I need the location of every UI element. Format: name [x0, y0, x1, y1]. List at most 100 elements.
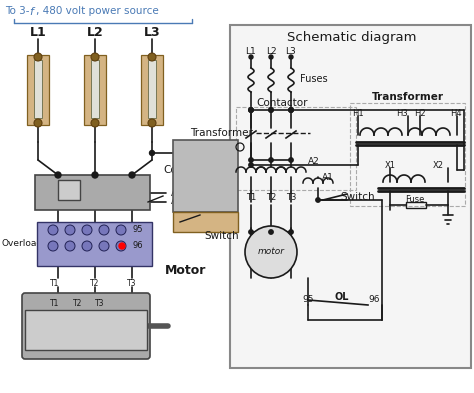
Text: 96: 96: [133, 242, 143, 250]
Text: , 480 volt power source: , 480 volt power source: [36, 6, 159, 16]
Text: Transformer: Transformer: [191, 128, 254, 138]
Text: X2: X2: [432, 160, 444, 169]
Bar: [35, 175, 150, 210]
Bar: [91, 60, 99, 118]
Circle shape: [245, 226, 297, 278]
Bar: [84, 55, 106, 125]
Bar: [230, 25, 471, 368]
Circle shape: [48, 241, 58, 251]
Bar: [173, 140, 238, 212]
Circle shape: [289, 108, 293, 112]
Text: Switch: Switch: [173, 205, 207, 215]
Text: Switch: Switch: [205, 231, 239, 241]
Text: To 3-: To 3-: [5, 6, 29, 16]
Circle shape: [34, 119, 42, 127]
Text: T1: T1: [50, 279, 60, 288]
Text: X1: X1: [384, 160, 395, 169]
Circle shape: [289, 108, 293, 112]
Circle shape: [289, 158, 293, 162]
Circle shape: [99, 225, 109, 235]
Text: OL: OL: [335, 292, 349, 302]
Text: H1: H1: [352, 108, 364, 118]
Text: L3: L3: [286, 46, 296, 55]
Circle shape: [289, 108, 293, 112]
Text: 96: 96: [368, 296, 380, 305]
Bar: [406, 202, 426, 208]
Circle shape: [289, 55, 293, 59]
Text: A1: A1: [322, 173, 334, 182]
Text: $\it{f}$: $\it{f}$: [29, 5, 36, 17]
Text: Contactor: Contactor: [256, 98, 308, 108]
Circle shape: [249, 108, 253, 112]
Text: A2: A2: [308, 158, 320, 167]
Circle shape: [91, 53, 99, 61]
Circle shape: [249, 158, 253, 162]
Circle shape: [249, 230, 253, 234]
Circle shape: [82, 225, 92, 235]
Text: Fuse: Fuse: [405, 195, 425, 204]
Circle shape: [269, 158, 273, 162]
Circle shape: [148, 119, 156, 127]
Text: L3: L3: [144, 26, 160, 39]
Text: Switch: Switch: [341, 192, 375, 202]
Circle shape: [149, 151, 155, 156]
Text: Transformer: Transformer: [372, 92, 444, 102]
Bar: [25, 310, 147, 350]
Bar: [141, 55, 163, 125]
Circle shape: [249, 108, 253, 112]
Text: A1: A1: [171, 189, 183, 198]
Text: T2: T2: [73, 299, 82, 307]
Circle shape: [34, 53, 42, 61]
Text: T3: T3: [95, 299, 105, 307]
Text: 95: 95: [133, 224, 143, 233]
Text: T2: T2: [266, 193, 276, 202]
Text: H3: H3: [396, 108, 408, 118]
Circle shape: [249, 163, 253, 167]
Text: T1: T1: [246, 193, 256, 202]
Text: L1: L1: [29, 26, 46, 39]
Bar: [34, 60, 42, 118]
Circle shape: [48, 225, 58, 235]
Text: Contactor: Contactor: [163, 165, 215, 175]
Text: H4: H4: [450, 108, 462, 118]
Bar: [148, 60, 156, 118]
Circle shape: [269, 230, 273, 234]
Circle shape: [269, 55, 273, 59]
Text: Fuses: Fuses: [300, 74, 328, 84]
Bar: [236, 107, 356, 190]
Text: Motor: Motor: [165, 263, 206, 277]
Bar: [58, 180, 80, 200]
Circle shape: [249, 108, 253, 112]
Text: T3: T3: [127, 279, 137, 288]
Circle shape: [129, 172, 135, 178]
Circle shape: [116, 225, 126, 235]
Text: L1: L1: [246, 46, 256, 55]
Text: L2: L2: [87, 26, 103, 39]
Circle shape: [55, 172, 61, 178]
Circle shape: [148, 53, 156, 61]
Text: 95: 95: [302, 296, 314, 305]
FancyBboxPatch shape: [22, 293, 150, 359]
Circle shape: [249, 55, 253, 59]
Text: Schematic diagram: Schematic diagram: [287, 31, 417, 44]
Circle shape: [65, 241, 75, 251]
Circle shape: [82, 241, 92, 251]
Text: T2: T2: [91, 279, 100, 288]
Circle shape: [116, 241, 126, 251]
Text: Overload: Overload: [2, 239, 43, 248]
Bar: [350, 103, 465, 206]
Text: motor: motor: [257, 248, 284, 257]
Circle shape: [289, 230, 293, 234]
Bar: [37, 222, 152, 266]
Text: T1: T1: [50, 299, 60, 307]
Circle shape: [269, 108, 273, 112]
Bar: [27, 55, 49, 125]
Circle shape: [316, 198, 320, 202]
Text: A2: A2: [171, 198, 183, 206]
Text: H2: H2: [414, 108, 426, 118]
Circle shape: [119, 243, 125, 249]
Bar: [173, 212, 238, 232]
Circle shape: [91, 119, 99, 127]
Text: T3: T3: [286, 193, 296, 202]
Circle shape: [92, 172, 98, 178]
